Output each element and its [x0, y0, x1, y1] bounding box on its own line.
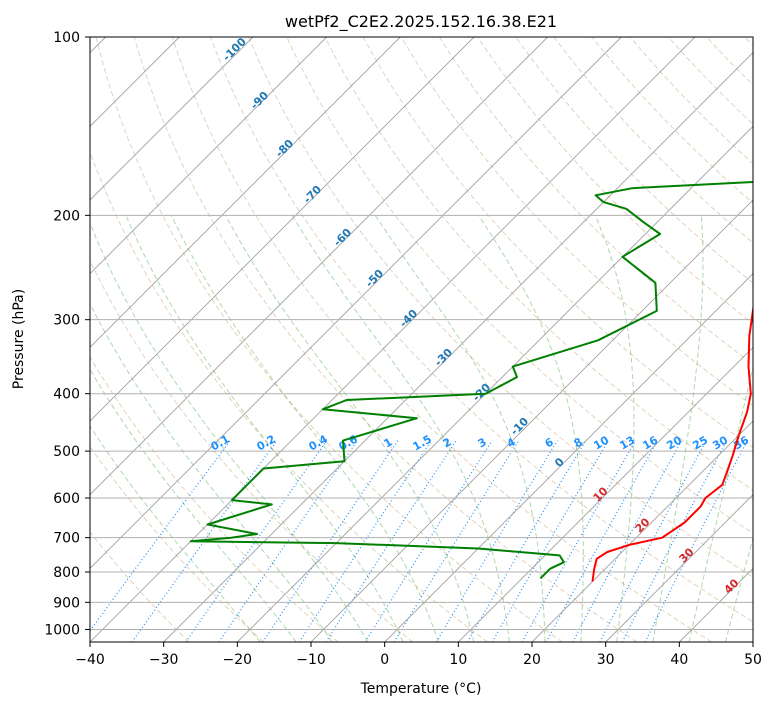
isotherm-line	[237, 125, 753, 642]
profile-line-1	[591, 303, 753, 582]
y-axis-ticks: 100 200 300 400 500 600 700 800 900 1000	[44, 30, 90, 638]
moist-adiabat-line	[90, 368, 297, 642]
dry-adiabat-line	[133, 37, 638, 642]
isotherm-line	[458, 346, 753, 642]
dry-adiabat-line	[90, 150, 488, 642]
mixing-ratio-line	[435, 440, 558, 642]
dry-adiabat-line	[400, 37, 753, 407]
mixing-ratio-line	[364, 440, 493, 642]
isotherm-line	[90, 37, 475, 422]
x-tick-label: −20	[223, 652, 253, 668]
x-tick-label: 50	[744, 652, 762, 668]
y-tick-label: 1000	[44, 622, 80, 638]
moist-adiabat-line	[291, 215, 510, 642]
isotherm-line	[384, 273, 753, 642]
plot-frame	[89, 36, 754, 643]
x-axis-ticks: −40 −30 −20 −10 0 10 20 30 40 50	[75, 642, 762, 668]
isotherm-line	[90, 37, 254, 201]
moist-adiabat-line	[90, 221, 369, 642]
mixing-ratio-line	[621, 440, 728, 642]
skewed-isotherms	[90, 37, 753, 642]
profile-line-2	[189, 180, 753, 580]
y-tick-label: 700	[53, 531, 80, 547]
mixing-ratio-line	[262, 440, 399, 642]
profile-series	[189, 180, 753, 582]
chart-title: wetPf2_C2E2.2025.152.16.38.E21	[285, 12, 557, 32]
x-tick-label: −40	[75, 652, 105, 668]
moist-adiabat-line	[170, 215, 439, 642]
moist-adiabat-line	[90, 425, 261, 642]
y-tick-label: 800	[53, 565, 80, 581]
isotherm-line	[90, 37, 327, 275]
isotherm-line	[90, 37, 548, 496]
mixing-ratio-line	[572, 440, 683, 642]
dry-adiabat-line	[90, 531, 190, 642]
x-tick-label: 10	[449, 652, 467, 668]
dry-adiabat-line	[95, 37, 563, 642]
dry-adiabat-line	[438, 37, 753, 365]
x-axis-label: Temperature (°C)	[360, 681, 482, 697]
isotherm-line	[90, 37, 622, 569]
moist-adiabat-line	[594, 215, 635, 642]
dry-adiabat-line	[553, 37, 753, 244]
moist-adiabat-line	[652, 215, 704, 642]
y-tick-label: 100	[53, 30, 80, 46]
y-tick-label: 600	[53, 491, 80, 507]
dry-adiabat-line	[210, 37, 753, 623]
dry-adiabat-line	[477, 37, 753, 325]
mixing-ratio-line	[599, 440, 707, 642]
moist-adiabat-line	[478, 215, 584, 642]
moist-adiabat-line	[125, 215, 404, 642]
dry-adiabat-line	[171, 37, 712, 642]
y-tick-label: 900	[53, 595, 80, 611]
x-tick-label: 20	[523, 652, 541, 668]
mixing-ratio-line	[466, 440, 587, 642]
x-tick-label: 40	[670, 652, 688, 668]
isotherm-line	[605, 494, 753, 642]
x-tick-label: 30	[597, 652, 615, 668]
y-tick-label: 200	[53, 208, 80, 224]
dry-adiabat-line	[324, 37, 753, 491]
isobars	[90, 37, 753, 630]
x-tick-label: −10	[296, 652, 326, 668]
isotherm-line	[531, 420, 753, 642]
x-tick-label: −30	[149, 652, 179, 668]
isotherm-line	[163, 52, 753, 642]
y-tick-label: 300	[53, 313, 80, 329]
mixing-ratio-line	[325, 440, 457, 642]
dry-adiabat-line	[286, 37, 753, 534]
dry-adiabat-line	[90, 259, 414, 642]
y-tick-label: 400	[53, 387, 80, 403]
y-axis-label: Pressure (hPa)	[11, 289, 27, 389]
isotherm-line	[310, 199, 753, 642]
isotherm-line	[90, 37, 401, 348]
moist-adiabats	[90, 215, 753, 642]
dry-adiabat-line	[248, 37, 753, 578]
dry-adiabat-line	[591, 37, 753, 204]
x-tick-label: 0	[380, 652, 389, 668]
mixing-ratio-line	[218, 440, 358, 642]
mixing-ratio-line	[491, 440, 609, 642]
y-tick-label: 500	[53, 444, 80, 460]
moist-adiabat-line	[688, 364, 753, 642]
